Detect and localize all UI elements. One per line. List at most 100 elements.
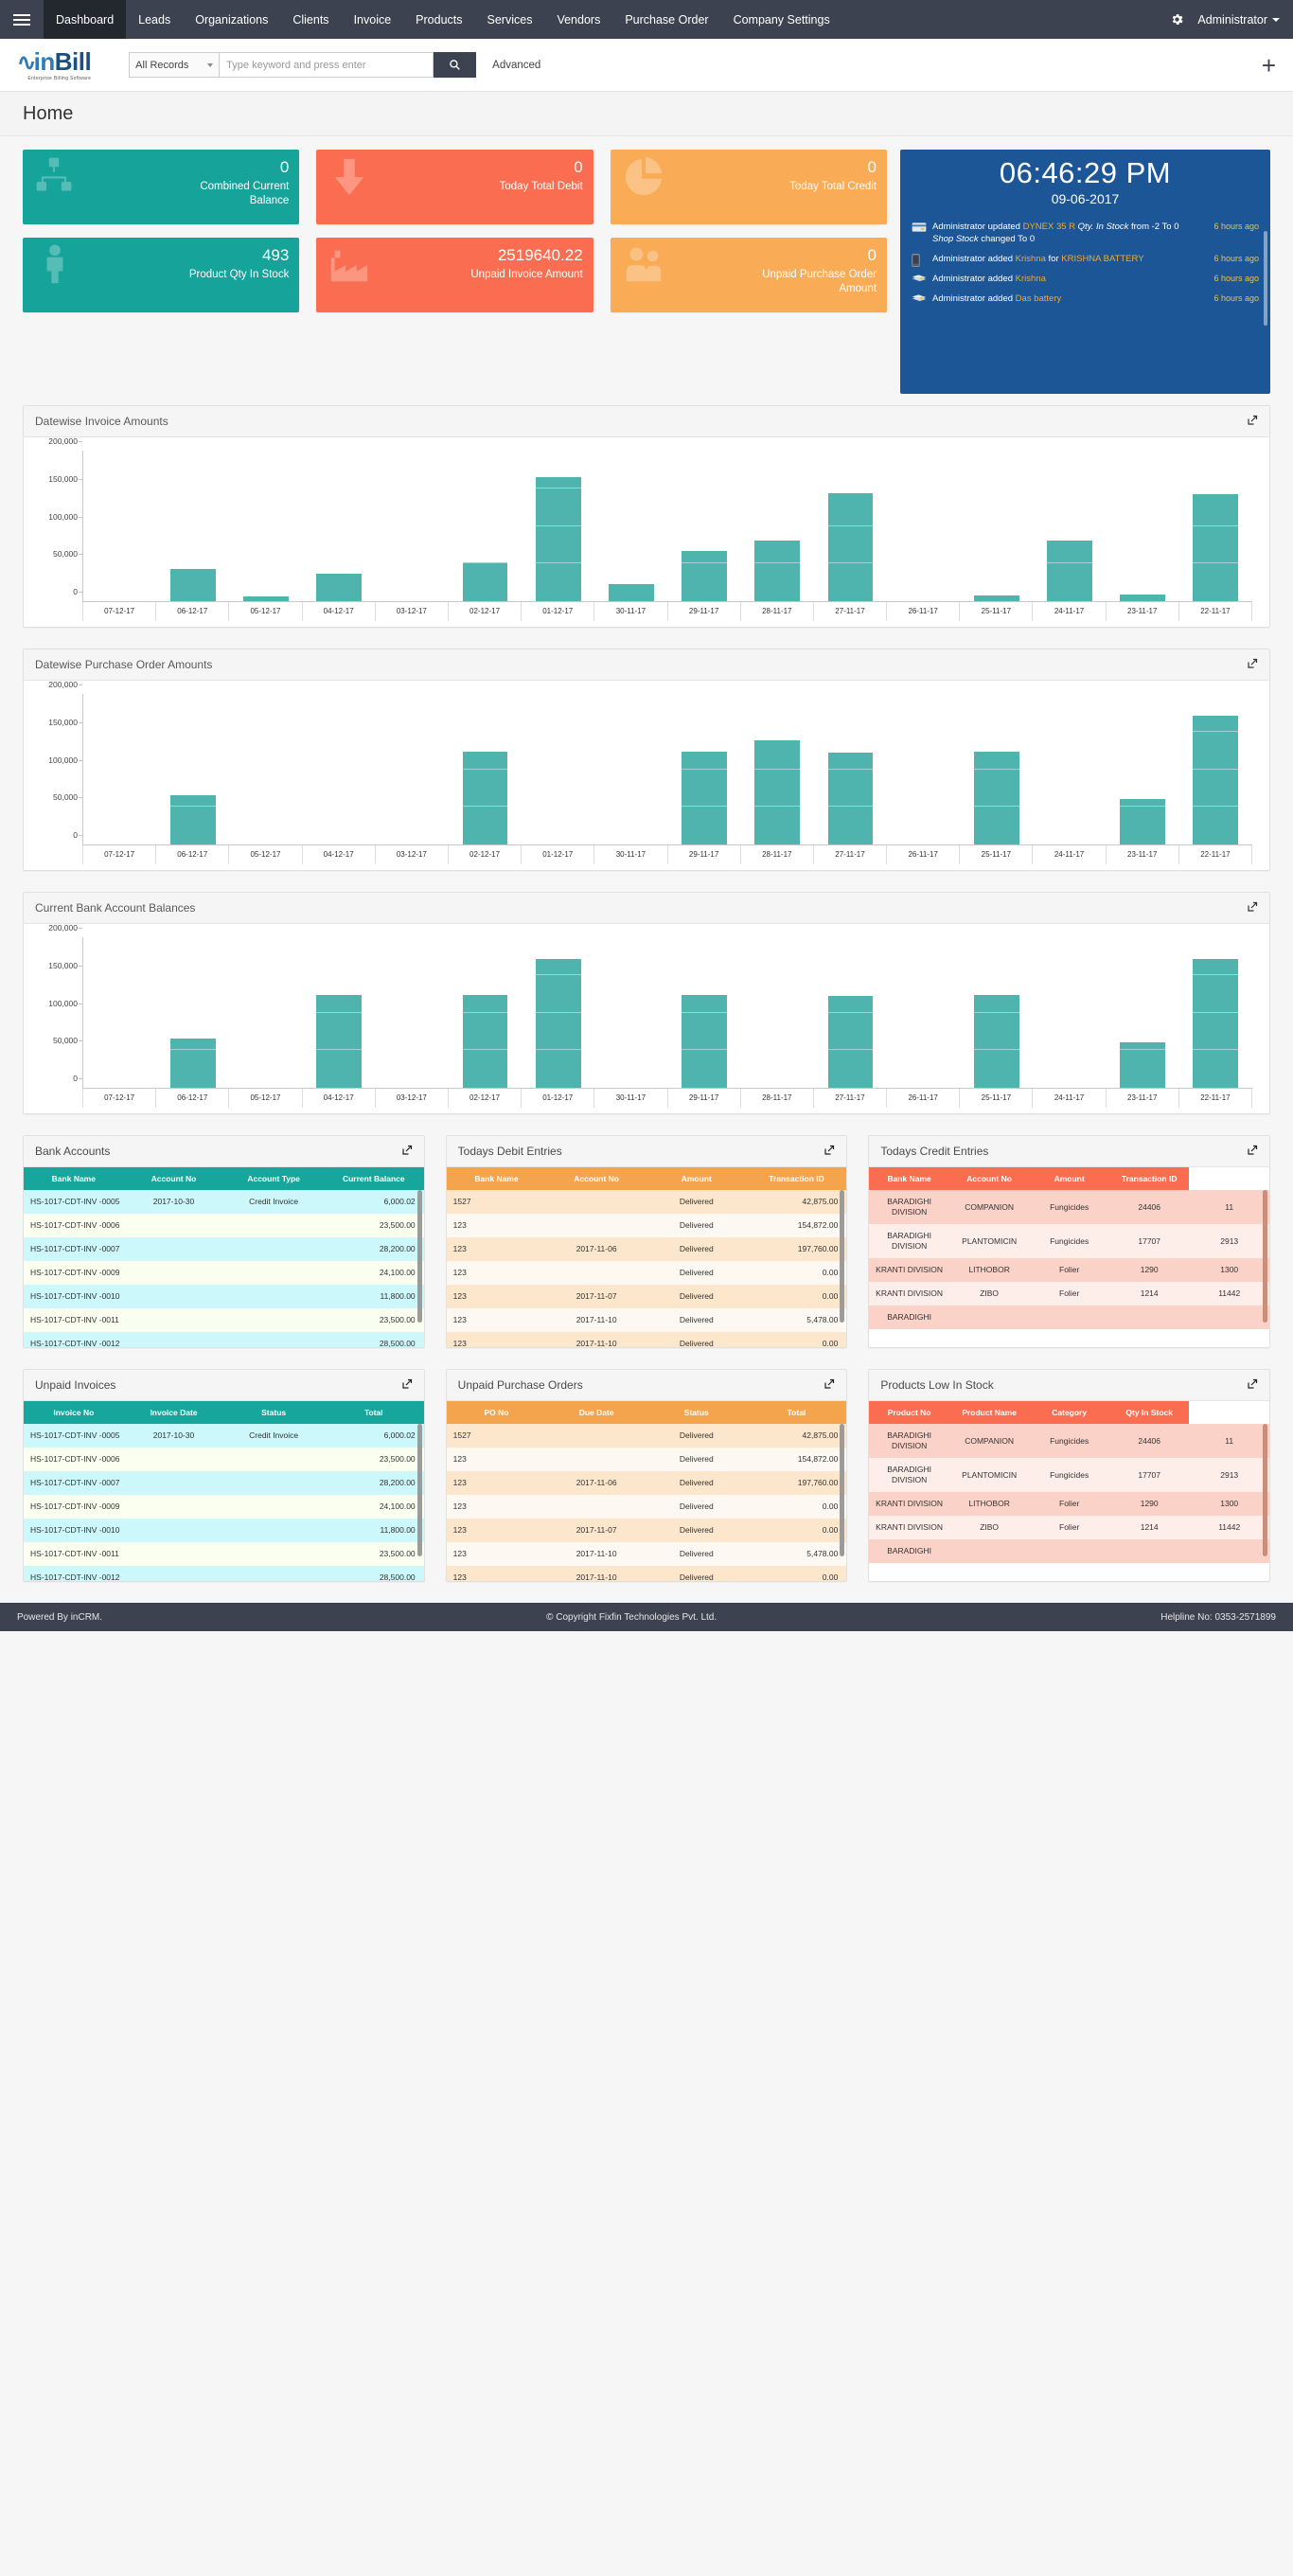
- table-row[interactable]: HS-1017-CDT-INV -0012 28,500.00: [24, 1332, 424, 1347]
- chart-bar[interactable]: [682, 550, 728, 601]
- chart-bar[interactable]: [316, 574, 363, 601]
- expand-icon[interactable]: [1247, 1145, 1258, 1159]
- column-header[interactable]: Invoice Date: [123, 1401, 224, 1424]
- chart-bar[interactable]: [973, 994, 1019, 1088]
- nav-item-leads[interactable]: Leads: [138, 12, 171, 27]
- table-scrollbar[interactable]: [840, 1190, 845, 1323]
- table-row[interactable]: 1527 Delivered 42,875.00: [446, 1424, 847, 1448]
- chart-bar[interactable]: [827, 995, 874, 1088]
- chart-bar[interactable]: [1193, 959, 1239, 1088]
- table-row[interactable]: BARADIGHI DIVISION COMPANION Fungicides 244…: [869, 1424, 1269, 1459]
- table-row[interactable]: 123 Delivered 154,872.00: [446, 1448, 847, 1472]
- column-header[interactable]: Due Date: [546, 1401, 646, 1424]
- chart-bar[interactable]: [827, 752, 874, 844]
- column-header[interactable]: Transaction ID: [746, 1167, 847, 1190]
- column-header[interactable]: Account No: [948, 1167, 1030, 1190]
- kpi-card-today-total-debit[interactable]: 0 Today Total Debit: [316, 150, 593, 224]
- chart-bar[interactable]: [682, 994, 728, 1088]
- column-header[interactable]: PO No: [446, 1401, 547, 1424]
- table-scrollbar[interactable]: [416, 1190, 422, 1323]
- column-header[interactable]: Total: [746, 1401, 847, 1424]
- chart-bar[interactable]: [535, 959, 581, 1088]
- chart-bar[interactable]: [169, 795, 216, 844]
- nav-item-services[interactable]: Services: [487, 12, 533, 27]
- table-row[interactable]: 123 Delivered 0.00: [446, 1261, 847, 1286]
- column-header[interactable]: Invoice No: [24, 1401, 124, 1424]
- chart-bar[interactable]: [973, 751, 1019, 844]
- chart-bar[interactable]: [754, 541, 801, 601]
- chart-bar[interactable]: [462, 562, 508, 601]
- plus-icon[interactable]: +: [1261, 50, 1276, 80]
- table-row[interactable]: 123 2017-11-06 Delivered 197,760.00: [446, 1471, 847, 1496]
- chart-bar[interactable]: [827, 492, 874, 601]
- column-header[interactable]: Product Name: [948, 1401, 1030, 1424]
- nav-item-products[interactable]: Products: [416, 12, 463, 27]
- column-header[interactable]: Status: [223, 1401, 324, 1424]
- table-row[interactable]: HS-1017-CDT-INV -0006 23,500.00: [24, 1448, 424, 1472]
- table-row[interactable]: 123 2017-11-06 Delivered 197,760.00: [446, 1237, 847, 1262]
- kpi-card-today-total-credit[interactable]: 0 Today Total Credit: [610, 150, 887, 224]
- search-input[interactable]: [220, 52, 434, 78]
- table-row[interactable]: 123 Delivered 0.00: [446, 1495, 847, 1519]
- chart-bar[interactable]: [1193, 494, 1239, 601]
- chart-bar[interactable]: [682, 752, 728, 844]
- chart-bar[interactable]: [462, 751, 508, 844]
- table-row[interactable]: KRANTI DIVISION LITHOBOR Folier 1290 1300: [869, 1258, 1269, 1283]
- table-scrollbar[interactable]: [840, 1424, 845, 1556]
- table-row[interactable]: 123 2017-11-07 Delivered 0.00: [446, 1519, 847, 1543]
- column-header[interactable]: Status: [646, 1401, 747, 1424]
- table-scrollbar[interactable]: [1262, 1190, 1267, 1323]
- table-row[interactable]: HS-1017-CDT-INV -0005 2017-10-30 Credit In…: [24, 1424, 424, 1448]
- expand-icon[interactable]: [824, 1378, 835, 1393]
- table-row[interactable]: 123 2017-11-10 Delivered 5,478.00: [446, 1308, 847, 1333]
- chart-bar[interactable]: [243, 595, 289, 601]
- record-filter-select[interactable]: All Records: [129, 52, 221, 78]
- chart-bar[interactable]: [1120, 1041, 1166, 1088]
- table-scrollbar[interactable]: [1262, 1424, 1267, 1556]
- kpi-card-combined-current-balance[interactable]: 0 Combined Current Balance: [23, 150, 300, 224]
- chart-bar[interactable]: [754, 740, 801, 844]
- column-header[interactable]: Account No: [546, 1167, 646, 1190]
- chart-bar[interactable]: [1120, 798, 1166, 844]
- column-header[interactable]: Category: [1029, 1401, 1109, 1424]
- nav-item-vendors[interactable]: Vendors: [557, 12, 601, 27]
- table-row[interactable]: KRANTI DIVISION ZIBO Folier 1214 11442: [869, 1516, 1269, 1540]
- column-header[interactable]: Amount: [1029, 1167, 1109, 1190]
- nav-item-organizations[interactable]: Organizations: [195, 12, 269, 27]
- nav-item-clients[interactable]: Clients: [292, 12, 329, 27]
- table-row[interactable]: BARADIGHI DIVISION PLANTOMICIN Fungicides 1…: [869, 1224, 1269, 1259]
- column-header[interactable]: Bank Name: [869, 1167, 949, 1190]
- table-row[interactable]: HS-1017-CDT-INV -0011 23,500.00: [24, 1308, 424, 1333]
- column-header[interactable]: Product No: [869, 1401, 949, 1424]
- table-row[interactable]: HS-1017-CDT-INV -0007 28,200.00: [24, 1237, 424, 1262]
- nav-item-company-settings[interactable]: Company Settings: [733, 12, 830, 27]
- nav-item-purchase-order[interactable]: Purchase Order: [625, 12, 709, 27]
- expand-icon[interactable]: [1247, 658, 1258, 672]
- nav-item-invoice[interactable]: Invoice: [353, 12, 392, 27]
- chart-bar[interactable]: [1120, 595, 1166, 601]
- chart-bar[interactable]: [1193, 716, 1239, 844]
- column-header[interactable]: Account No: [123, 1167, 224, 1190]
- table-row[interactable]: 123 2017-11-10 Delivered 0.00: [446, 1566, 847, 1581]
- expand-icon[interactable]: [1247, 415, 1258, 429]
- kpi-card-unpaid-purchase-order-amount[interactable]: 0 Unpaid Purchase Order Amount: [610, 238, 887, 312]
- column-header[interactable]: Transaction ID: [1108, 1167, 1190, 1190]
- hamburger-icon[interactable]: [0, 0, 44, 39]
- gear-icon[interactable]: [1170, 12, 1184, 27]
- chart-bar[interactable]: [316, 994, 363, 1088]
- notification-item[interactable]: Administrator added Krishna for KRISHNA …: [912, 250, 1259, 270]
- notification-scrollbar[interactable]: [1264, 231, 1267, 326]
- chart-bar[interactable]: [1047, 540, 1092, 601]
- search-button[interactable]: [434, 52, 477, 78]
- chart-bar[interactable]: [535, 476, 581, 601]
- table-row[interactable]: HS-1017-CDT-INV -0009 24,100.00: [24, 1261, 424, 1286]
- expand-icon[interactable]: [401, 1145, 413, 1159]
- chart-bar[interactable]: [973, 595, 1019, 601]
- kpi-card-product-qty-in-stock[interactable]: 493 Product Qty In Stock: [23, 238, 300, 312]
- table-row[interactable]: BARADIGHI DIVISION PLANTOMICIN Fungicides 1…: [869, 1458, 1269, 1493]
- column-header[interactable]: Current Balance: [323, 1167, 424, 1190]
- chart-bar[interactable]: [169, 1039, 216, 1088]
- column-header[interactable]: Bank Name: [446, 1167, 547, 1190]
- expand-icon[interactable]: [824, 1145, 835, 1159]
- chart-bar[interactable]: [462, 994, 508, 1088]
